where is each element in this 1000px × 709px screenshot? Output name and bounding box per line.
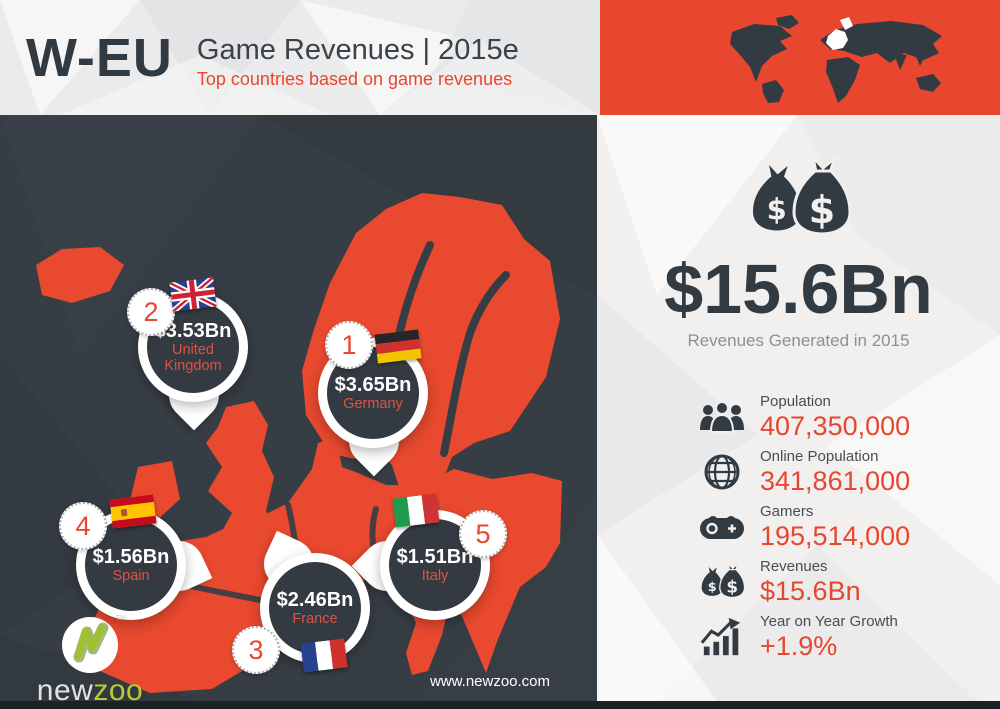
iceland-shape: [36, 247, 124, 303]
stat-value: $15.6Bn: [760, 576, 861, 607]
stat-label: Gamers: [760, 502, 814, 520]
population-icon: [697, 400, 747, 434]
map-pin-spain: $1.56Bn Spain 4: [59, 494, 213, 620]
italy-flag-icon: [392, 493, 440, 528]
rank-badge: 2: [127, 288, 175, 336]
total-revenue-caption: Revenues Generated in 2015: [687, 331, 910, 350]
map-pin-uk: $3.53Bn United Kingdom 2: [127, 277, 248, 431]
pin-value: $1.51Bn: [396, 545, 474, 568]
pin-country: Spain: [112, 567, 150, 584]
stat-row-revenues: Revenues $15.6Bn: [697, 557, 910, 607]
pin-country: United Kingdom: [164, 341, 222, 374]
europe-highlight: [826, 17, 853, 50]
stat-label: Population: [760, 392, 831, 410]
stat-value: 407,350,000: [760, 411, 911, 442]
growth-icon: [697, 617, 747, 657]
rank-badge: 1: [325, 321, 373, 369]
revenues-icon: [697, 563, 747, 601]
stat-value: 341,861,000: [760, 466, 911, 497]
page-subtitle: Top countries based on game revenues: [196, 69, 513, 90]
stat-row-population: Population 407,350,000: [697, 392, 911, 442]
stat-row-gamers: Gamers 195,514,000: [697, 502, 911, 552]
france-flag-icon: [300, 638, 348, 673]
money-bags-icon: [747, 157, 851, 241]
website-link[interactable]: www.newzoo.com: [429, 673, 551, 690]
stat-row-growth: Year on Year Growth +1.9%: [697, 612, 910, 662]
pin-value: $3.65Bn: [334, 373, 412, 396]
map-pin-italy: $1.51Bn Italy 5: [351, 493, 507, 620]
poly-pattern: [0, 0, 600, 115]
page-title: Game Revenues | 2015e: [196, 33, 519, 66]
rank-badge: 4: [59, 502, 107, 550]
pin-country: France: [292, 610, 338, 627]
poly-pattern-light: [597, 115, 1000, 701]
uk-flag-icon: [169, 277, 217, 312]
newzoo-logo: TM newzoo games market research: [26, 615, 154, 702]
region-code: W-EU: [26, 27, 173, 88]
stats-list: Population 407,350,000 Online Population…: [697, 392, 911, 671]
stat-label: Revenues: [760, 557, 828, 575]
stat-value: +1.9%: [760, 631, 838, 662]
map-pin-germany: $3.65Bn Germany 1: [318, 321, 428, 477]
pin-value: $3.53Bn: [154, 319, 232, 342]
logo-wordmark: newzoo: [36, 674, 144, 702]
revenue-summary: $15.6Bn Revenues Generated in 2015: [597, 157, 1000, 351]
europe-map-panel: $3.65Bn Germany 1 $3.53Bn United Kingdom…: [0, 115, 597, 701]
world-map-icon: [730, 15, 942, 103]
total-revenue-value: $15.6Bn: [664, 250, 933, 328]
pin-country: Germany: [343, 395, 403, 412]
uk-shape: [206, 401, 280, 549]
pin-country: Italy: [421, 567, 449, 584]
stat-value: 195,514,000: [760, 521, 911, 552]
stat-label: Online Population: [760, 447, 879, 465]
spain-flag-icon: [109, 494, 157, 529]
world-banner: [600, 0, 1000, 115]
header: W-EU Game Revenues | 2015e Top countries…: [0, 0, 600, 115]
rank-badge: 5: [459, 510, 507, 558]
globe-icon: [697, 452, 747, 492]
pin-value: $2.46Bn: [276, 588, 354, 611]
stat-row-online-population: Online Population 341,861,000: [697, 447, 911, 497]
map-pin-france: $2.46Bn France 3: [232, 530, 370, 674]
pin-value: $1.56Bn: [92, 545, 170, 568]
stats-panel: $15.6Bn Revenues Generated in 2015 Popul…: [597, 115, 1000, 701]
gamepad-icon: [697, 513, 747, 541]
germany-flag-icon: [374, 329, 422, 364]
stat-label: Year on Year Growth: [760, 612, 898, 630]
newzoo-logo-icon: [62, 617, 118, 673]
footer-bar: [0, 701, 1000, 709]
rank-badge: 3: [232, 626, 280, 674]
trademark-label: TM: [115, 615, 126, 622]
